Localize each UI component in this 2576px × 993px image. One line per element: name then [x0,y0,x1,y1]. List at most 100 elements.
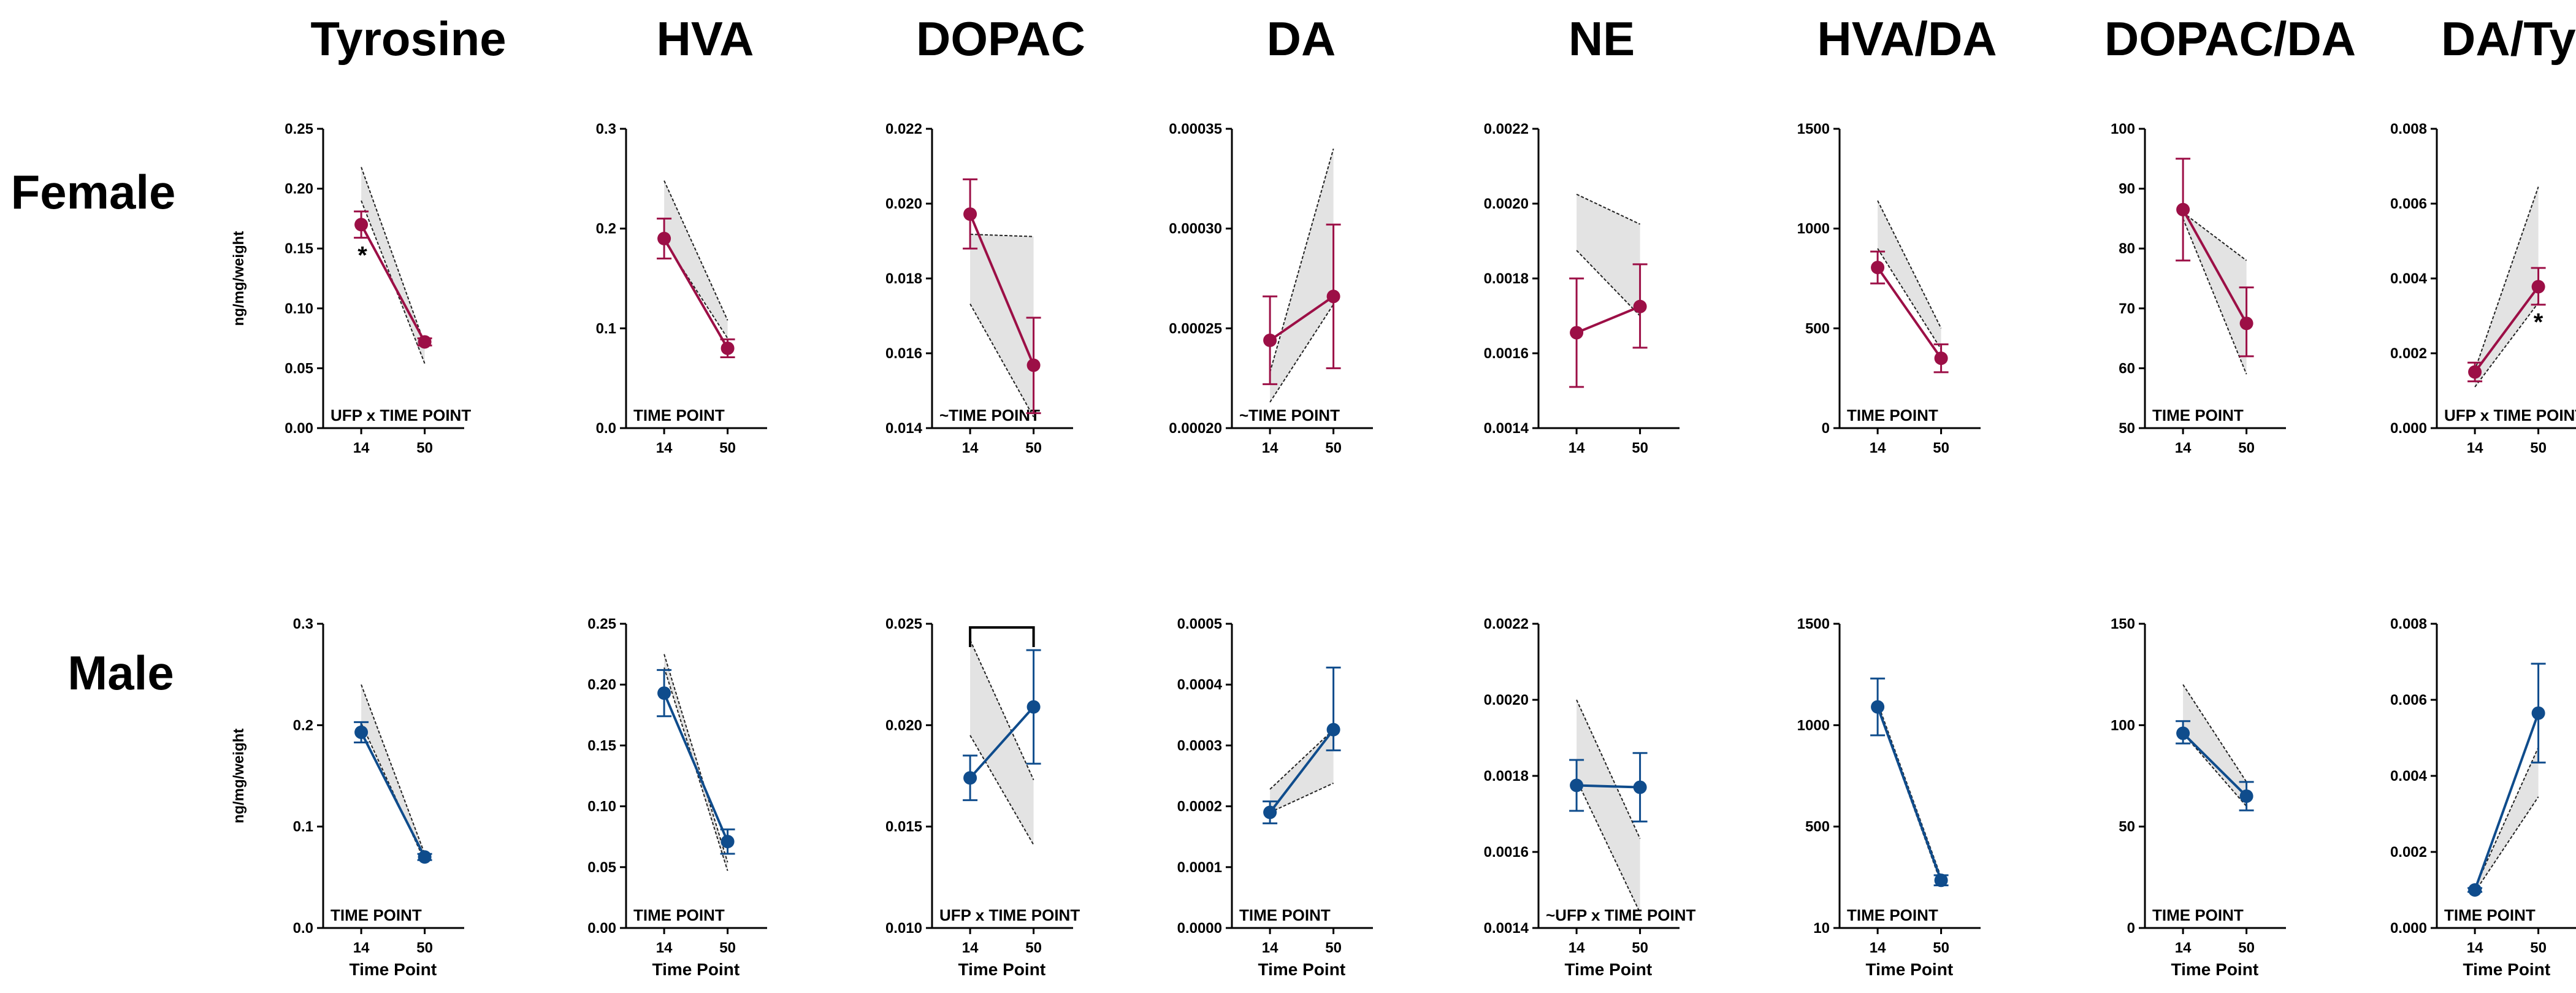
stats-annotation: UFP x TIME POINT [331,406,471,424]
y-tick-label: 100 [2111,717,2135,734]
band-female-hva-da [1878,201,1941,350]
data-point-14 [2468,365,2482,379]
row-title-female: Female [11,165,176,219]
y-tick-label: 0.0 [596,420,616,437]
data-point-50 [720,835,735,849]
series-line [1269,729,1335,813]
panel-female-da-tyr: 0.000 0.002 0.004 0.006 0.008 14 50 UFP x TIME … [2390,121,2576,456]
y-tick-label: 1000 [1797,717,1830,734]
panel-female-da: 0.00020 0.00025 0.00030 0.00035 14 50 ~TIME PO… [1169,121,1373,456]
y-tick-label: 0.0001 [1177,859,1222,876]
x-tick-label: 14 [1262,440,1278,456]
y-tick-label: 1500 [1797,616,1830,632]
band-upper-edge [1269,148,1334,373]
y-tick-label: 0.006 [2390,692,2427,708]
y-tick-label: 0.3 [293,616,313,632]
x-tick-label: 14 [1262,940,1278,956]
panel-male-tyrosine: 0.0 0.1 0.2 0.3 14 50 ng/mg/weight Time Point TI… [231,616,464,979]
y-tick-label: 0.0014 [1484,920,1529,937]
y-tick-label: 0 [2127,920,2135,937]
x-axis-label: Time Point [652,960,740,979]
band-upper-edge [2474,186,2539,370]
panel-male-hva-da: 10 500 1000 1500 14 50 Time Point TIME POINT [1797,616,1981,979]
x-tick-label: 14 [1569,440,1585,456]
y-tick-label: 0.006 [2390,196,2427,212]
series-line [2474,286,2540,373]
y-tick-label: 0.020 [885,196,922,212]
x-tick-label: 50 [1025,440,1042,456]
y-tick-label: 0.00 [285,420,313,437]
y-tick-label: 0.0016 [1484,844,1529,861]
x-tick-label: 50 [2238,940,2255,956]
data-point-50 [1934,873,1948,888]
x-tick-label: 50 [1632,940,1648,956]
x-tick-label: 14 [2175,940,2192,956]
y-tick-label: 0.1 [293,819,313,835]
band-lower-edge [663,667,728,872]
y-tick-label: 0.0014 [1484,420,1529,437]
data-point-50 [418,850,432,864]
y-tick-label: 0.05 [285,360,313,377]
x-tick-label: 14 [353,940,370,956]
y-tick-label: 0.004 [2390,768,2428,784]
band-lower-edge [2474,796,2539,892]
y-tick-label: 0.0002 [1177,799,1222,815]
panel-female-ne: 0.0014 0.0016 0.0018 0.0020 0.0022 14 50 [1484,121,1680,456]
data-point-50 [418,335,432,349]
data-point-14 [1263,333,1277,347]
stats-annotation: TIME POINT [331,906,422,924]
data-point-14 [2176,202,2190,217]
y-tick-label: 0.0000 [1177,920,1222,937]
series-line [2474,713,2540,891]
panel-male-dopac-da: 0 50 100 150 14 50 Time Point TIME POINT [2111,616,2286,979]
data-point-50 [1633,780,1647,794]
data-point-50 [1026,700,1041,714]
x-tick-label: 14 [2467,940,2483,956]
band-female-tyrosine [361,167,425,364]
band-male-tyrosine [361,684,425,861]
stats-annotation: TIME POINT [1847,906,1938,924]
data-point-50 [1934,351,1948,366]
data-point-50 [2531,280,2545,294]
band-female-hva [664,180,728,339]
band-male-ne [1577,700,1640,913]
data-point-14 [1570,778,1584,792]
data-point-14 [963,771,977,785]
x-tick-label: 50 [1325,440,1342,456]
data-point-50 [2239,316,2253,331]
y-tick-label: 80 [2119,240,2135,257]
y-tick-label: 0.00030 [1169,221,1222,237]
column-title-dopac-da: DOPAC/DA [2104,12,2356,66]
band-upper-edge [1576,699,1641,839]
series-line [2182,732,2248,797]
y-tick-label: 0.018 [885,270,922,287]
x-tick-label: 50 [1933,440,1949,456]
x-axis-label: Time Point [2171,960,2259,979]
y-tick-label: 0.0022 [1484,121,1529,137]
y-tick-label: 0.000 [2390,920,2427,937]
y-tick-label: 70 [2119,301,2135,317]
y-tick-label: 0.0004 [1177,677,1223,693]
y-tick-label: 0.20 [285,181,313,197]
x-axis-label: Time Point [350,960,437,979]
y-tick-label: 0.0018 [1484,270,1529,287]
panel-male-ne: 0.0014 0.0016 0.0018 0.0020 0.0022 14 50 Time P… [1484,616,1696,979]
y-tick-label: 0.00035 [1169,121,1222,137]
band-female-da-tyr [2475,186,2539,387]
y-tick-label: 0.0005 [1177,616,1222,632]
panel-male-da: 0.0000 0.0001 0.0002 0.0003 0.0004 0.0005 14 50… [1177,616,1373,979]
data-point-14 [354,218,369,232]
y-tick-label: 0.3 [596,121,616,137]
y-tick-label: 1500 [1797,121,1830,137]
y-tick-label: 0.25 [587,616,616,632]
data-point-14 [657,231,671,245]
y-tick-label: 100 [2111,121,2135,137]
series-line [969,213,1035,366]
y-tick-label: 150 [2111,616,2135,632]
stats-annotation: ~TIME POINT [1239,406,1340,424]
y-tick-label: 0.022 [885,121,922,137]
x-tick-label: 14 [2175,440,2192,456]
data-point-50 [1026,358,1041,372]
x-axis-label: Time Point [958,960,1046,979]
y-tick-label: 500 [1805,819,1830,835]
